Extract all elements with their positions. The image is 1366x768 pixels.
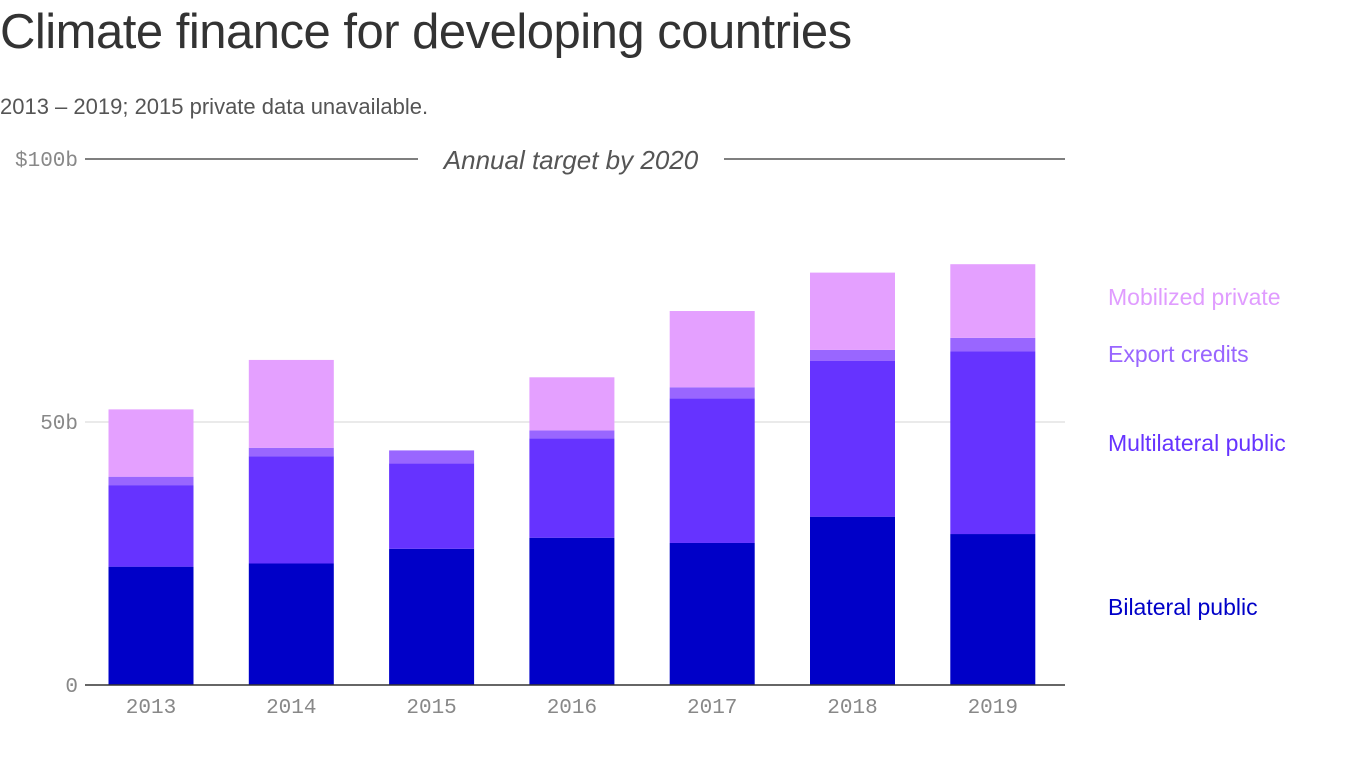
bar-segment: [529, 537, 615, 685]
bar-segment: [108, 566, 194, 685]
x-tick-label: 2017: [687, 697, 737, 720]
bar-segment: [108, 485, 194, 567]
legend-label: Mobilized private: [1108, 284, 1281, 310]
bar-segment: [529, 438, 615, 538]
bar-segment: [669, 542, 755, 685]
legend-label: Multilateral public: [1108, 430, 1286, 456]
chart-title: Climate finance for developing countries: [0, 5, 852, 59]
y-tick-label: 50b: [40, 413, 78, 436]
bar-segment: [108, 409, 194, 477]
x-tick-label: 2015: [406, 697, 456, 720]
bar-segment: [669, 398, 755, 543]
bar-segment: [248, 456, 334, 564]
bar-segment: [810, 349, 895, 361]
target-annotation: Annual target by 2020: [442, 145, 699, 175]
bar-segment: [389, 463, 475, 549]
bar-segment: [810, 272, 895, 350]
bar-segment: [529, 377, 615, 431]
bar-segment: [248, 563, 334, 685]
bar-segment: [248, 359, 334, 448]
bar-segment: [950, 264, 1036, 338]
legend-label: Bilateral public: [1108, 594, 1258, 620]
bar-segment: [950, 534, 1036, 685]
y-tick-label: 0: [65, 676, 78, 699]
x-tick-label: 2018: [827, 697, 877, 720]
bar-segment: [108, 476, 194, 486]
x-tick-label: 2013: [126, 697, 176, 720]
bar-segment: [669, 387, 755, 399]
bar-segment: [389, 548, 475, 685]
bar-segment: [669, 311, 755, 388]
bar-segment: [810, 360, 895, 517]
bar-segment: [248, 447, 334, 457]
bar-segment: [950, 337, 1036, 352]
x-tick-label: 2019: [968, 697, 1018, 720]
bar-segment: [529, 430, 615, 439]
bar-segment: [950, 351, 1036, 535]
chart-subtitle: 2013 – 2019; 2015 private data unavailab…: [0, 94, 429, 119]
legend-label: Export credits: [1108, 341, 1249, 367]
bar-segment: [389, 450, 475, 464]
x-tick-label: 2014: [266, 697, 316, 720]
y-tick-label: $100b: [15, 150, 78, 173]
bar-segment: [810, 516, 895, 685]
x-tick-label: 2016: [547, 697, 597, 720]
